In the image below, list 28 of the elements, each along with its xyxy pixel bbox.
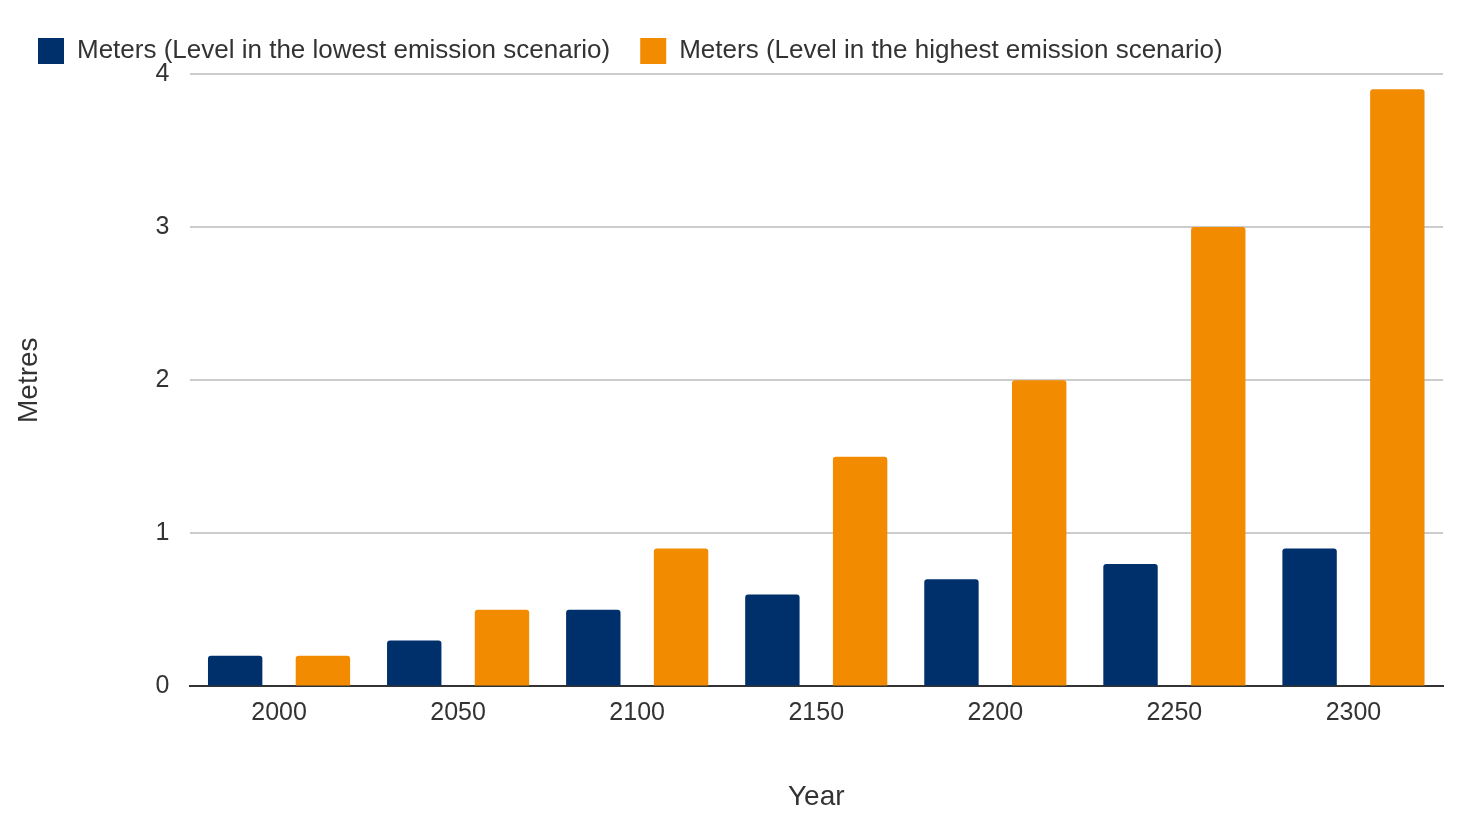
x-tick-label: 2300 — [1325, 697, 1382, 726]
bar — [653, 548, 709, 686]
bar — [1370, 89, 1425, 686]
x-tick-label: 2100 — [609, 697, 665, 726]
y-tick-label: 0 — [155, 670, 170, 699]
bar — [832, 456, 888, 686]
bar — [387, 640, 442, 686]
x-tick-label: 2050 — [430, 697, 486, 726]
bar — [1011, 380, 1067, 686]
x-tick-label: 2250 — [1146, 697, 1203, 726]
y-tick-label: 1 — [155, 517, 170, 546]
legend-label: Meters (Level in the highest emission scenario) — [679, 34, 1223, 65]
y-tick-label: 2 — [155, 364, 170, 393]
x-axis-title: Year — [787, 779, 845, 811]
bar — [745, 594, 800, 686]
y-tick-label: 3 — [155, 210, 170, 239]
x-tick-label: 2150 — [788, 697, 845, 726]
bar — [295, 655, 351, 686]
x-tick-label: 2000 — [251, 697, 307, 726]
bar — [207, 655, 263, 686]
bar — [1282, 548, 1337, 686]
bar — [1191, 227, 1246, 686]
bar — [924, 579, 979, 686]
x-tick-label: 2200 — [967, 697, 1024, 726]
bar — [1103, 563, 1158, 686]
y-axis-title: Metres — [11, 337, 43, 423]
bar — [566, 609, 621, 686]
bar — [474, 609, 530, 686]
